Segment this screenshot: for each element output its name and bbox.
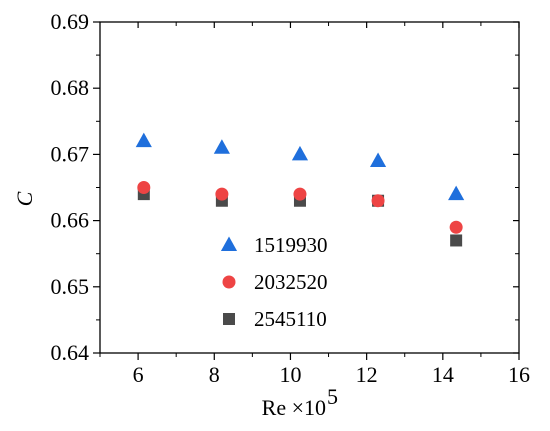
data-point-triangle bbox=[448, 185, 465, 201]
x-tick-label: 6 bbox=[133, 362, 144, 387]
x-tick-label: 16 bbox=[508, 362, 530, 387]
legend-marker-circle bbox=[222, 275, 236, 289]
legend-label: 1519930 bbox=[254, 233, 328, 257]
x-tick-label: 14 bbox=[432, 362, 454, 387]
data-point-circle bbox=[215, 187, 229, 201]
y-tick-label: 0.68 bbox=[51, 75, 90, 100]
legend-marker-triangle bbox=[220, 236, 238, 251]
x-axis-label: Re ×10 bbox=[262, 395, 326, 420]
legend: 1519930 2032520 2545110 bbox=[220, 233, 328, 331]
y-tick-label: 0.65 bbox=[51, 274, 90, 299]
data-point-triangle bbox=[213, 139, 230, 154]
legend-label: 2032520 bbox=[254, 270, 328, 294]
y-tick-label: 0.67 bbox=[51, 141, 90, 166]
data-marks bbox=[135, 132, 465, 247]
y-tick-label: 0.64 bbox=[51, 340, 90, 365]
y-tick-label: 0.66 bbox=[51, 208, 90, 233]
legend-marker-square bbox=[223, 313, 235, 325]
data-point-circle bbox=[293, 187, 307, 201]
data-point-triangle bbox=[291, 145, 309, 161]
data-point-circle bbox=[449, 220, 463, 234]
y-axis-label: C bbox=[12, 191, 37, 206]
x-tick-label: 12 bbox=[356, 362, 378, 387]
y-tick-label: 0.69 bbox=[51, 9, 90, 34]
data-point-triangle bbox=[135, 132, 152, 148]
data-point-triangle bbox=[369, 152, 387, 167]
axes: 6 8 10 12 14 16 0.64 0.65 0.66 0.67 0.68 0.69 bbox=[51, 9, 531, 387]
data-point-circle bbox=[137, 181, 151, 194]
x-tick-label: 10 bbox=[279, 362, 301, 387]
axis-labels: C Re ×10 5 bbox=[12, 191, 338, 420]
x-tick-label: 8 bbox=[209, 362, 220, 387]
legend-label: 2545110 bbox=[254, 307, 327, 331]
data-point-square bbox=[450, 234, 463, 247]
data-point-circle bbox=[371, 194, 385, 208]
x-axis-label-exponent: 5 bbox=[327, 384, 338, 409]
